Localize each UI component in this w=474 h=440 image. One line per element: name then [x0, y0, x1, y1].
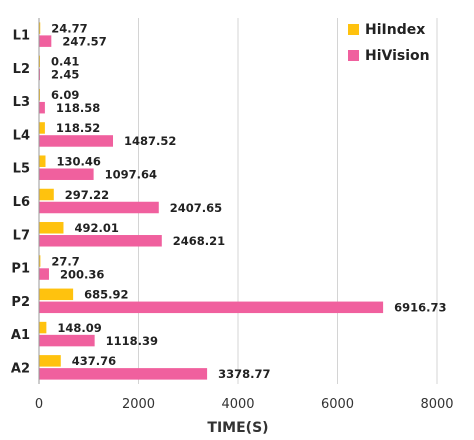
data-label: 3378.77 [218, 367, 270, 381]
category-label: A2 [11, 361, 30, 376]
category-label: L1 [13, 29, 30, 44]
bar-hiindex-l6 [39, 188, 54, 201]
bar-hivision-l3 [39, 101, 45, 114]
data-label: 130.46 [56, 154, 100, 168]
data-label: 437.76 [72, 354, 116, 368]
bar-hiindex-l5 [39, 155, 46, 167]
category-label: A1 [11, 328, 30, 343]
x-axis-title: TIME(S) [207, 420, 268, 436]
x-tick-label: 0 [35, 397, 43, 412]
bar-hivision-l4 [39, 135, 114, 147]
data-label: 148.09 [57, 321, 101, 335]
category-label: L3 [13, 95, 30, 110]
bar-hiindex-l7 [39, 222, 64, 234]
x-tick-label: 4000 [221, 397, 254, 412]
data-label: 2.45 [51, 68, 79, 82]
category-labels: L1 L2 L3 L4 L5 L6 L7 P1 P2 A1 A2 [11, 29, 30, 377]
gridlines [138, 18, 438, 384]
category-label: L4 [13, 128, 30, 143]
data-label: 247.57 [62, 34, 106, 48]
data-label: 492.01 [74, 221, 118, 235]
bar-hiindex-a2 [39, 355, 61, 367]
data-label: 6916.73 [394, 301, 446, 315]
data-label: 297.22 [65, 188, 109, 202]
bar-hiindex-l4 [39, 122, 45, 134]
x-tick-labels: 0 2000 4000 6000 8000 [35, 397, 454, 412]
data-label: 1487.52 [124, 134, 176, 148]
bar-hiindex-p1 [39, 255, 41, 267]
x-tick-label: 8000 [420, 397, 453, 412]
data-label: 200.36 [60, 267, 104, 281]
x-tick-label: 6000 [321, 397, 354, 412]
bar-hivision-l1 [39, 35, 52, 47]
bar-hivision-a1 [39, 334, 95, 347]
data-label: 1097.64 [105, 167, 157, 181]
category-label: L7 [13, 228, 30, 243]
data-label: 6.09 [51, 88, 79, 102]
data-label: 2407.65 [170, 201, 222, 215]
bar-hiindex-a1 [39, 321, 47, 334]
data-label: 685.92 [84, 288, 128, 302]
data-label: 2468.21 [173, 234, 225, 248]
bar-hivision-l5 [39, 168, 94, 180]
bar-hivision-p2 [39, 301, 384, 314]
legend: HiIndex HiVision [348, 22, 430, 64]
legend-swatch-hiindex [348, 24, 359, 35]
category-label: L5 [13, 162, 30, 177]
category-label: P2 [11, 295, 30, 310]
category-label: P1 [11, 262, 30, 277]
category-label: L6 [13, 195, 30, 210]
bar-hivision-a2 [39, 368, 208, 380]
x-tick-label: 2000 [122, 397, 155, 412]
bar-hiindex-p2 [39, 288, 74, 301]
bar-hiindex-l1 [39, 22, 41, 34]
data-label: 118.52 [56, 121, 100, 135]
data-label: 24.77 [51, 21, 87, 35]
legend-label-hivision: HiVision [365, 48, 430, 64]
category-label: L2 [13, 62, 30, 77]
data-label: 0.41 [51, 55, 79, 69]
bar-hivision-p1 [39, 268, 49, 280]
legend-label-hiindex: HiIndex [365, 22, 425, 38]
data-label: 1118.39 [106, 334, 158, 348]
data-label: 118.58 [56, 101, 100, 115]
bar-hivision-l6 [39, 201, 159, 214]
legend-swatch-hivision [348, 50, 359, 61]
bar-hivision-l7 [39, 235, 162, 247]
data-label: 27.7 [51, 254, 79, 268]
